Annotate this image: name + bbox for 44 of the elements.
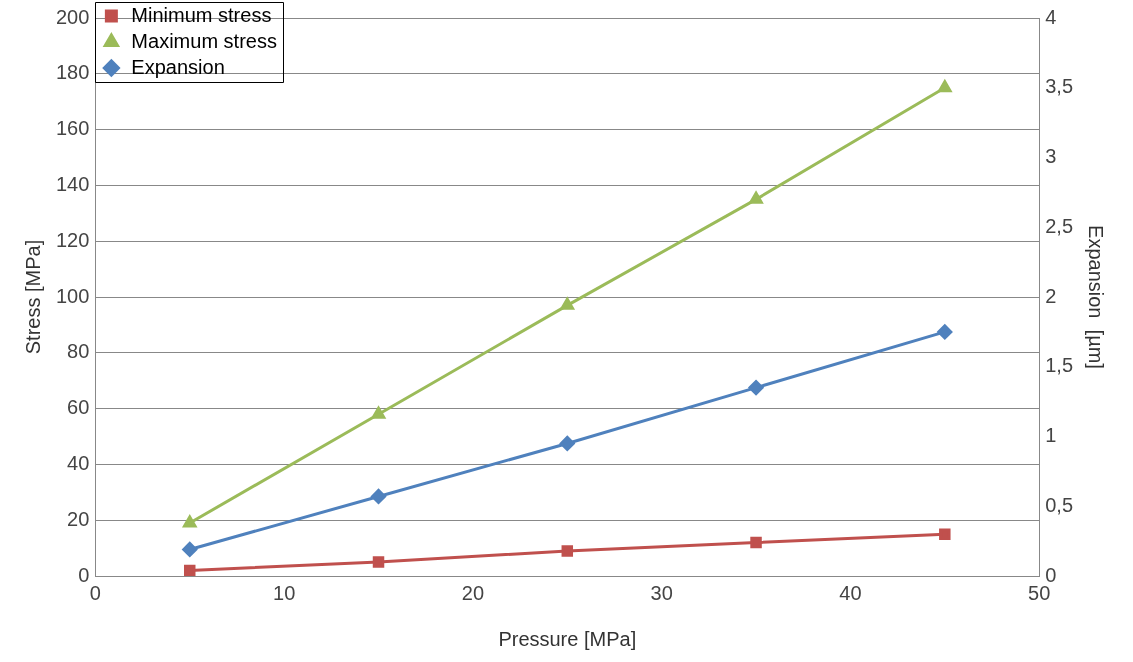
- y-tick-label: 40: [67, 451, 90, 474]
- y-tick-label: 180: [55, 61, 90, 84]
- point: [937, 324, 953, 340]
- y-tick-label: 100: [55, 284, 90, 307]
- point: [559, 435, 575, 451]
- legend-label: Minimum stress: [131, 3, 272, 26]
- point: [939, 528, 951, 540]
- y2-tick-label: 1,5: [1045, 354, 1074, 377]
- x-tick-label: 30: [650, 581, 673, 604]
- x-tick-label: 10: [273, 581, 296, 604]
- y2-tick-label: 0,5: [1045, 493, 1074, 516]
- legend-label: Maximum stress: [131, 29, 277, 52]
- point: [561, 545, 574, 557]
- x-tick-label: 40: [839, 581, 862, 604]
- point: [371, 406, 386, 419]
- y-tick-label: 0: [78, 563, 90, 586]
- y-tick-label: 20: [67, 507, 90, 530]
- point: [372, 556, 385, 568]
- x-axis-title: Pressure [MPa]: [498, 627, 637, 650]
- y-tick-label: 60: [67, 396, 90, 419]
- point: [749, 191, 763, 204]
- y2-tick-label: 4: [1045, 5, 1057, 28]
- y-tick-label: 140: [55, 172, 90, 195]
- y-tick-label: 160: [55, 117, 90, 140]
- y-axis-title: Stress [MPa]: [21, 239, 44, 355]
- point: [938, 80, 952, 93]
- legend-label: Expansion: [131, 55, 225, 78]
- y2-tick-label: 2: [1045, 284, 1057, 307]
- point: [748, 380, 764, 396]
- y2-tick-label: 1: [1045, 424, 1057, 447]
- point: [371, 488, 387, 504]
- y-tick-label: 120: [55, 228, 90, 251]
- y-tick-label: 80: [67, 340, 90, 363]
- y-tick-label: 200: [55, 5, 90, 28]
- y2-tick-label: 3,5: [1045, 75, 1074, 98]
- point: [182, 542, 198, 557]
- point: [560, 297, 574, 310]
- point: [750, 536, 762, 549]
- y2-tick-label: 2,5: [1045, 214, 1074, 237]
- point: [184, 564, 196, 576]
- point: [183, 515, 197, 528]
- y2-axis-title: Expansion [µm]: [1085, 225, 1108, 369]
- y2-tick-label: 3: [1045, 145, 1057, 168]
- x-tick-label: 20: [461, 581, 485, 604]
